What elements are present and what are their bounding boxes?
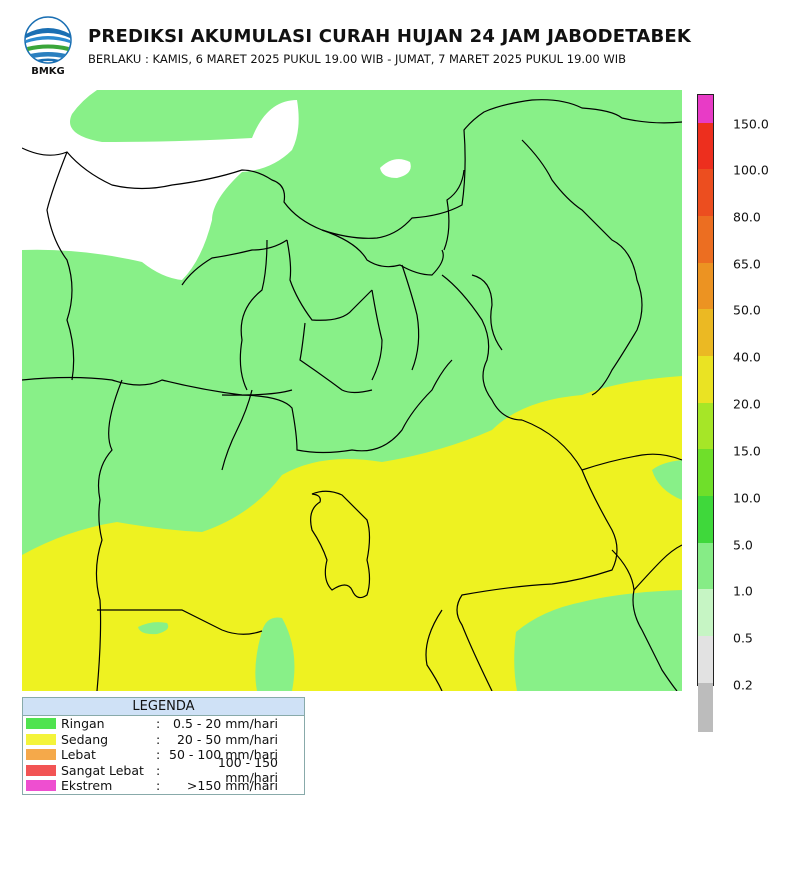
colorbar-tick: 40.0 xyxy=(733,349,761,365)
legend-item: Sangat Lebat : 100 - 150 mm/hari xyxy=(23,755,304,785)
colorbar-tick: 1.0 xyxy=(733,583,753,599)
legend-item-name: Sedang xyxy=(61,731,109,747)
map-svg xyxy=(22,90,682,691)
legend-item-range: 0.5 - 20 mm/hari xyxy=(173,716,278,732)
legend-item-name: Ringan xyxy=(61,716,105,732)
zone-none xyxy=(22,90,299,280)
colorbar-tick: 100.0 xyxy=(733,162,769,178)
legend-item: Ringan : 0.5 - 20 mm/hari xyxy=(23,716,304,732)
colorbar-tick: 15.0 xyxy=(733,443,761,459)
legend: LEGENDA Ringan : 0.5 - 20 mm/hari Sedang… xyxy=(22,697,305,795)
colorbar-tick: 20.0 xyxy=(733,396,761,412)
colorbar-seg-14 xyxy=(698,683,713,732)
colorbar-tick: 0.2 xyxy=(733,677,753,693)
colorbar-seg-5 xyxy=(698,263,713,309)
legend-swatch xyxy=(26,733,56,745)
legend-item-name: Ekstrem xyxy=(61,778,113,794)
legend-title: LEGENDA xyxy=(23,698,304,716)
colorbar-tick: 80.0 xyxy=(733,209,761,225)
legend-item-colon: : xyxy=(156,716,161,732)
page-subtitle: BERLAKU : KAMIS, 6 MARET 2025 PUKUL 19.0… xyxy=(88,52,626,66)
legend-item-range: 100 - 150 mm/hari xyxy=(217,755,278,786)
legend-swatch xyxy=(26,718,56,730)
zone-none-small xyxy=(380,159,411,178)
colorbar-tick: 10.0 xyxy=(733,490,761,506)
colorbar-tick: 65.0 xyxy=(733,256,761,272)
legend-item-colon: : xyxy=(156,778,161,794)
colorbar xyxy=(697,94,714,732)
colorbar-tick: 150.0 xyxy=(733,116,769,132)
legend-item: Ekstrem : >150 mm/hari xyxy=(23,778,304,794)
legend-item-range: >150 mm/hari xyxy=(186,778,278,794)
bmkg-logo-icon xyxy=(24,16,72,64)
legend-item: Sedang : 20 - 50 mm/hari xyxy=(23,732,304,748)
colorbar-tick: 0.5 xyxy=(733,630,753,646)
boundaries xyxy=(22,99,682,691)
colorbar-seg-2 xyxy=(698,123,713,169)
colorbar-seg-3 xyxy=(698,169,713,216)
colorbar-seg-4 xyxy=(698,216,713,263)
legend-item: Lebat : 50 - 100 mm/hari xyxy=(23,747,304,763)
legend-item-range: 20 - 50 mm/hari xyxy=(176,731,278,747)
colorbar-seg-1 xyxy=(698,95,713,123)
page-title: PREDIKSI AKUMULASI CURAH HUJAN 24 JAM JA… xyxy=(88,26,692,47)
colorbar-seg-12 xyxy=(698,589,713,636)
colorbar-seg-8 xyxy=(698,403,713,449)
colorbar-seg-10 xyxy=(698,496,713,543)
colorbar-seg-7 xyxy=(698,356,713,403)
colorbar-seg-11 xyxy=(698,543,713,589)
legend-swatch xyxy=(26,780,56,792)
rainfall-map[interactable] xyxy=(22,90,682,691)
legend-item-colon: : xyxy=(156,747,161,763)
colorbar-seg-9 xyxy=(698,449,713,496)
colorbar-tick: 5.0 xyxy=(733,537,753,553)
legend-item-name: Sangat Lebat xyxy=(61,762,144,778)
colorbar-seg-6 xyxy=(698,309,713,356)
colorbar-seg-13 xyxy=(698,636,713,683)
bmkg-logo: BMKG xyxy=(22,16,74,80)
legend-item-name: Lebat xyxy=(61,747,96,763)
legend-swatch xyxy=(26,749,56,761)
legend-item-colon: : xyxy=(156,731,161,747)
zone-sedang-dot xyxy=(138,622,169,635)
legend-swatch xyxy=(26,764,56,776)
colorbar-tick: 50.0 xyxy=(733,302,761,318)
legend-item-colon: : xyxy=(156,762,161,778)
logo-text: BMKG xyxy=(31,66,65,77)
legend-item-range: 50 - 100 mm/hari xyxy=(169,747,278,763)
